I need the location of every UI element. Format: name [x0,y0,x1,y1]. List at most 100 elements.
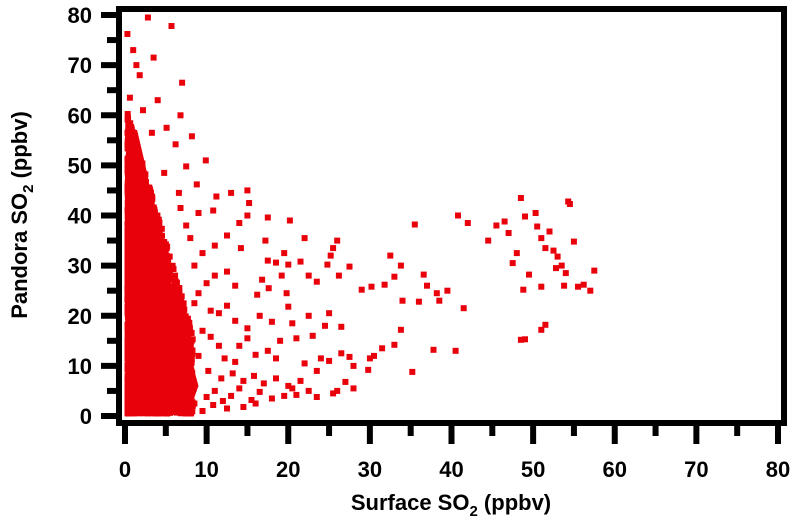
data-point [252,351,259,358]
data-point [156,219,163,226]
data-point [244,335,251,342]
data-point [211,387,218,394]
data-point [191,300,198,307]
data-point [184,410,191,417]
data-point [205,367,212,374]
data-point [350,385,357,392]
data-point [125,123,132,130]
data-point [391,341,398,348]
data-point [264,257,271,264]
data-point [330,390,337,397]
data-point [161,239,168,245]
data-point [211,242,218,249]
data-point [346,263,353,270]
data-point [273,259,279,266]
data-point [203,394,210,400]
data-point [346,353,353,360]
data-point [252,400,259,407]
data-point [244,325,251,332]
data-point [381,281,388,288]
data-point [485,237,492,244]
data-point [183,222,190,229]
data-point [260,380,267,387]
data-point [324,261,331,268]
data-point [268,395,275,402]
data-point [301,235,308,242]
data-point [436,297,443,304]
data-point [155,223,162,230]
data-point [265,285,272,292]
x-axis-ticks: 0 10 20 30 40 50 60 70 80 [119,423,790,482]
data-point [228,392,235,399]
data-point [224,232,230,239]
data-point [180,329,187,336]
data-point [254,291,261,298]
data-point [542,245,549,252]
data-point [236,342,243,349]
data-point [136,72,143,79]
data-point [179,79,186,86]
data-point [283,290,290,297]
data-point [133,62,140,69]
data-point [176,286,183,293]
data-point [273,375,279,382]
data-point [542,321,549,328]
data-point [285,303,292,310]
data-point [342,378,349,385]
data-point [464,220,471,226]
data-point [285,382,292,389]
data-point [186,337,193,344]
data-point [125,117,132,124]
data-point [455,212,461,219]
data-point [338,323,345,330]
data-point [522,336,528,343]
data-point [164,256,171,263]
data-points [124,14,598,417]
data-point [168,23,175,29]
data-point [240,377,247,384]
data-point [144,14,151,21]
data-point [493,222,500,229]
data-point [177,312,184,319]
data-point [126,94,133,101]
data-point [224,268,230,275]
data-point [177,112,184,119]
y-tick-label: 20 [68,304,92,329]
data-point [172,141,179,148]
data-point [575,283,581,290]
data-point [140,107,146,114]
data-point [526,271,532,278]
data-point [150,54,157,61]
y-tick-label: 30 [68,254,92,279]
y-tick-label: 0 [80,404,92,429]
data-point [186,325,193,332]
x-tick-label: 50 [521,457,545,482]
data-point [278,272,285,279]
data-point [327,252,334,259]
y-tick-label: 10 [68,354,92,379]
data-point [180,300,187,307]
data-point [399,297,406,304]
x-tick-label: 30 [358,457,382,482]
data-point [175,189,182,196]
data-point [313,394,320,400]
data-point [522,213,528,220]
data-point [580,281,587,288]
data-point [164,253,171,260]
data-point [293,335,300,342]
data-point [179,304,186,311]
data-point [185,407,192,413]
data-point [188,133,195,140]
data-point [546,228,553,235]
data-point [289,385,296,392]
data-point [313,278,320,285]
data-point [591,267,598,274]
data-point [433,290,440,297]
data-point [289,320,296,327]
data-point [281,250,288,257]
data-point [411,221,418,228]
data-point [420,271,427,278]
data-point [334,387,341,394]
data-point [221,355,228,362]
data-point [264,347,271,354]
